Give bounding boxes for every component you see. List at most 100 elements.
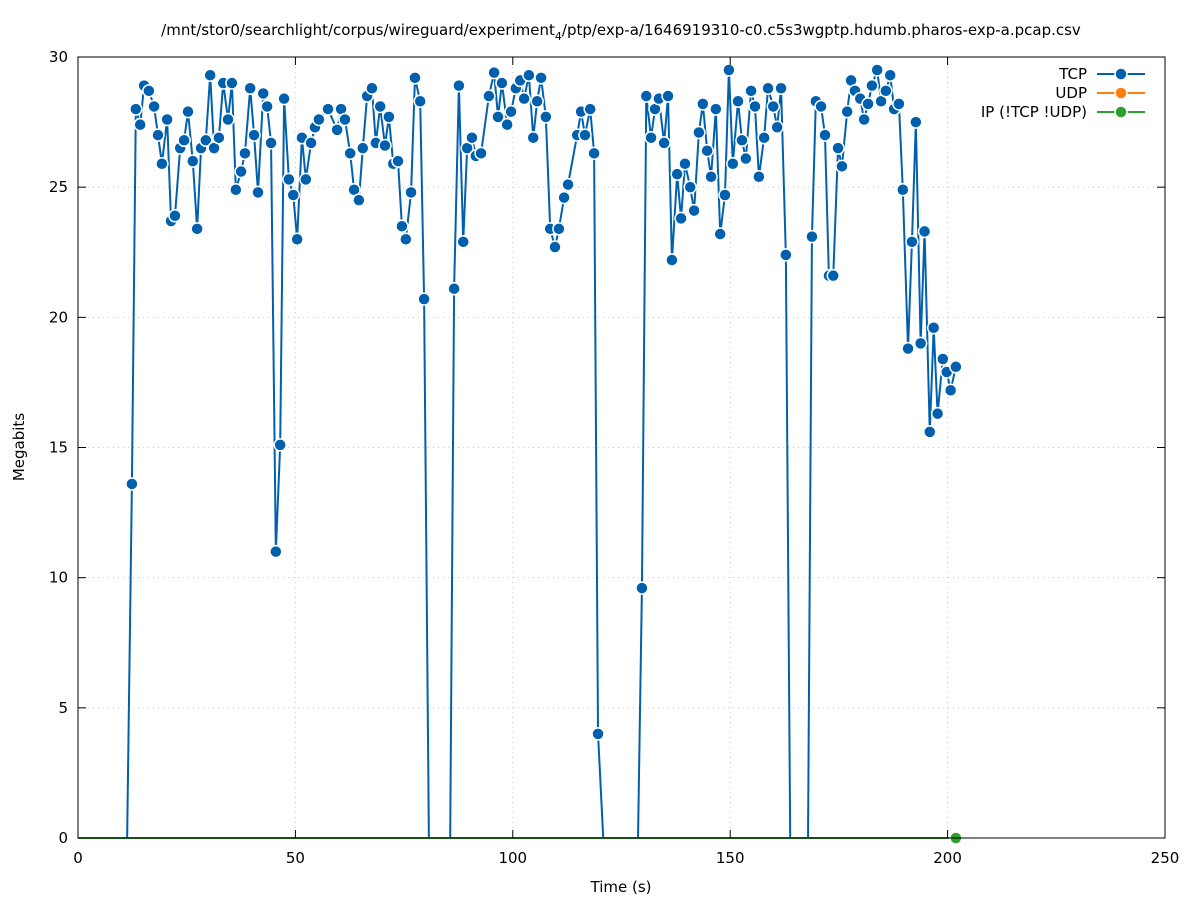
legend-item: TCP <box>1058 65 1145 83</box>
x-tick-label: 100 <box>498 849 527 867</box>
data-point <box>321 102 335 116</box>
y-tick-label: 5 <box>58 699 68 717</box>
data-point <box>704 170 718 184</box>
legend-marker <box>1114 86 1128 100</box>
data-point <box>909 115 923 129</box>
data-point <box>491 110 505 124</box>
data-point <box>338 112 352 127</box>
data-point <box>452 78 466 93</box>
data-point <box>779 248 793 262</box>
data-point <box>930 406 945 421</box>
data-point <box>865 78 879 93</box>
data-point <box>840 104 854 119</box>
data-point <box>539 110 553 124</box>
data-point <box>290 232 304 246</box>
data-point <box>225 76 239 90</box>
data-point <box>234 164 248 179</box>
data-point <box>696 97 710 111</box>
data-point <box>534 71 548 85</box>
data-point <box>926 320 941 335</box>
y-tick-label: 25 <box>49 178 68 196</box>
data-point <box>299 172 313 187</box>
data-point <box>892 97 906 111</box>
data-point <box>264 136 278 150</box>
x-axis-label: Time (s) <box>590 878 652 896</box>
data-point <box>739 151 753 166</box>
y-tick-label: 15 <box>49 439 68 457</box>
data-point <box>343 146 357 161</box>
data-point <box>260 99 274 114</box>
data-point <box>487 65 501 80</box>
data-point <box>256 86 270 101</box>
data-point <box>674 211 688 226</box>
data-point <box>561 177 575 192</box>
data-point <box>692 125 706 140</box>
data-point <box>199 133 213 148</box>
legend-label: UDP <box>1055 84 1087 102</box>
data-point <box>709 102 723 116</box>
data-point <box>500 117 514 132</box>
data-point <box>635 581 649 595</box>
data-point <box>277 91 291 106</box>
data-point <box>495 76 509 90</box>
y-tick-label: 30 <box>49 48 68 66</box>
data-point <box>526 130 540 145</box>
data-point <box>186 154 200 168</box>
data-point <box>757 130 771 145</box>
data-point <box>522 68 536 82</box>
data-point <box>160 112 174 127</box>
ticks: 0 50 100 150 200 250 0 5 10 15 20 25 30 <box>49 48 1179 867</box>
data-point <box>591 727 605 741</box>
data-point <box>203 68 217 82</box>
data-point <box>722 63 736 77</box>
data-point <box>517 91 531 106</box>
series-tcp <box>125 63 963 839</box>
data-point <box>726 156 740 171</box>
data-point <box>352 193 366 207</box>
data-point <box>229 183 243 197</box>
title-subscript: 4 <box>555 30 562 43</box>
y-tick-label: 0 <box>58 829 68 847</box>
data-point <box>190 222 204 236</box>
data-point <box>465 130 479 145</box>
data-point <box>151 128 165 142</box>
data-point <box>883 68 897 82</box>
data-point <box>147 99 161 114</box>
series-line <box>126 69 957 839</box>
data-point <box>766 99 780 114</box>
data-point <box>474 146 488 161</box>
data-point <box>770 120 784 135</box>
data-point <box>382 110 396 124</box>
data-point <box>761 81 775 95</box>
data-point <box>447 281 461 296</box>
data-point <box>826 268 840 283</box>
data-point <box>814 99 828 114</box>
data-point <box>221 112 235 127</box>
data-point <box>373 99 387 114</box>
data-point <box>129 102 143 116</box>
data-point <box>282 172 296 187</box>
data-point <box>125 477 139 491</box>
data-point <box>286 188 300 202</box>
data-point <box>413 94 427 109</box>
data-point <box>879 84 893 98</box>
data-point <box>378 138 392 153</box>
data-point <box>273 438 287 452</box>
x-tick-label: 250 <box>1151 849 1180 867</box>
data-point <box>870 63 884 77</box>
data-point <box>251 185 265 200</box>
data-point <box>155 156 169 171</box>
y-tick-label: 10 <box>49 569 68 587</box>
data-point <box>404 185 418 200</box>
title-prefix: /mnt/stor0/searchlight/corpus/wireguard/… <box>161 21 555 39</box>
data-point <box>805 229 819 244</box>
data-point <box>552 222 566 236</box>
data-point <box>831 141 845 155</box>
data-point <box>395 219 409 233</box>
data-point <box>661 89 675 103</box>
data-point <box>748 99 762 114</box>
data-point <box>177 133 191 148</box>
grid <box>78 57 1165 838</box>
